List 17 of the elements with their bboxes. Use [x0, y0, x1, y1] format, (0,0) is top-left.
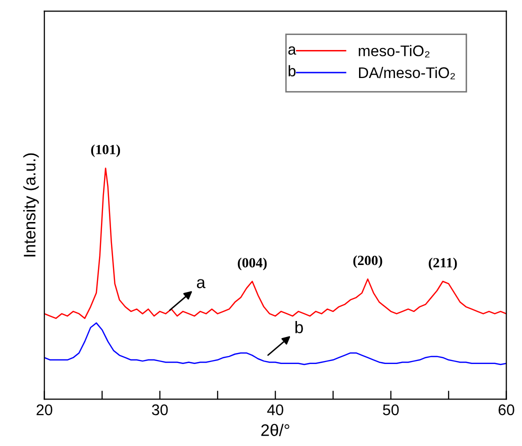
annotation: a — [196, 279, 206, 288]
y-axis-title: Intensity (a.u.) — [23, 153, 39, 256]
annotation: (004) — [238, 258, 267, 270]
legend-label: DA/meso-TiO₂ — [359, 66, 455, 80]
text: a — [288, 46, 296, 55]
annotation: b — [295, 320, 303, 334]
x-tick-label: 30 — [152, 404, 168, 416]
annotation: (200) — [353, 255, 382, 268]
x-tick-label: 50 — [382, 404, 399, 416]
text: b — [288, 65, 296, 76]
x-axis-title: 2θ/° — [261, 424, 290, 436]
legend-label: meso-TiO₂ — [358, 45, 430, 58]
annotation: (211) — [428, 258, 457, 270]
x-tick-label: 20 — [36, 404, 52, 416]
x-tick-label: 40 — [267, 404, 284, 416]
annotation: (101) — [91, 144, 120, 158]
x-tick-label: 60 — [498, 404, 514, 416]
